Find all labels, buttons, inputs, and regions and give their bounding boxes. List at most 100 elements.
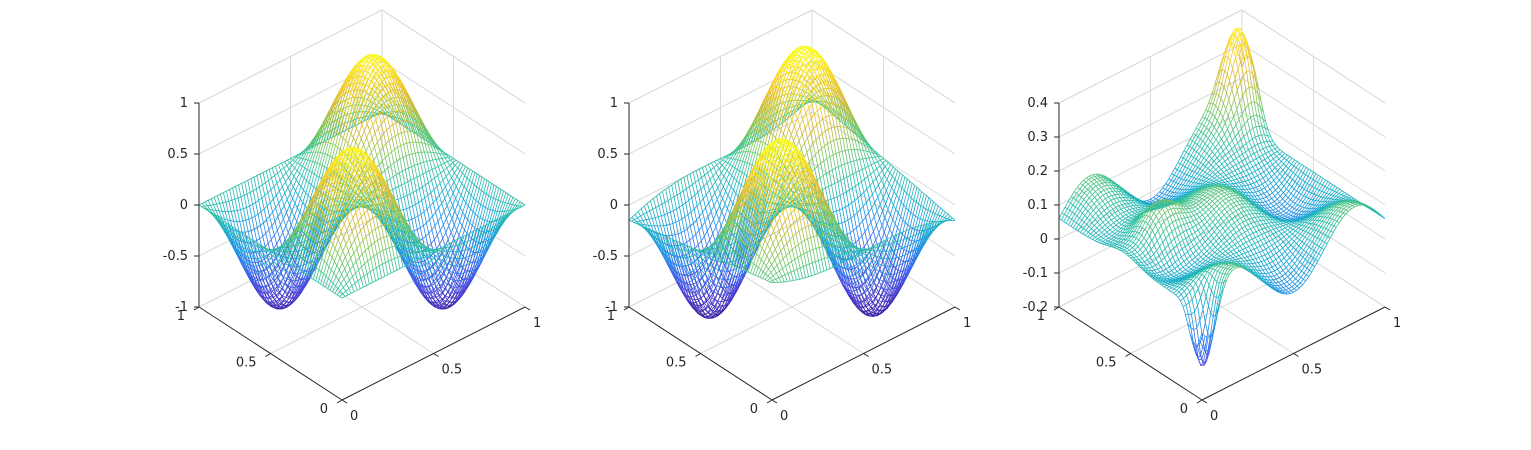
mesh-row [281, 161, 285, 164]
mesh-col [455, 159, 459, 162]
mesh-row [219, 202, 223, 204]
mesh-col [497, 199, 501, 202]
mesh-col [517, 200, 521, 203]
mesh-col [486, 179, 490, 183]
mesh-col [489, 181, 492, 184]
mesh-row [287, 158, 291, 161]
mesh-row [361, 104, 365, 106]
mesh-col [298, 157, 301, 159]
mesh-row [265, 180, 269, 183]
mesh-row [241, 181, 245, 184]
mesh-row [225, 200, 229, 203]
mesh-row [214, 195, 218, 198]
mesh-col [469, 180, 473, 183]
mesh-col [493, 184, 497, 187]
mesh-row [201, 201, 206, 204]
mesh-col [457, 167, 461, 171]
mesh-row [232, 186, 236, 189]
mesh-row [280, 167, 284, 171]
mesh-row [204, 200, 209, 203]
mesh-col [303, 152, 307, 154]
mesh-col [505, 192, 509, 195]
mesh-row [256, 186, 260, 190]
mesh-col [471, 182, 475, 186]
mesh-row [247, 178, 252, 181]
mesh-row [448, 156, 452, 158]
mesh-col [300, 157, 304, 160]
mesh-col [465, 165, 469, 169]
mesh-row [249, 190, 254, 193]
mesh-row [262, 170, 267, 173]
mesh-row [228, 199, 233, 202]
mesh-row [229, 187, 233, 190]
mesh-row [222, 201, 226, 204]
mesh-row [207, 198, 212, 201]
mesh-row [207, 204, 211, 207]
mesh-row [290, 156, 294, 159]
mesh-col [500, 189, 504, 192]
mesh-col [464, 175, 468, 179]
mesh-col [331, 131, 334, 133]
mesh-row [277, 170, 281, 174]
mesh-col [481, 176, 485, 180]
mesh-row [245, 231, 249, 233]
mesh-row [268, 167, 273, 170]
mesh-col [483, 192, 487, 195]
mesh-col [450, 156, 454, 159]
grid-line [198, 9, 526, 104]
mesh-row [259, 172, 264, 175]
mesh-row [240, 195, 245, 198]
mesh-row [198, 203, 203, 206]
mesh-col [342, 100, 346, 102]
mesh-row [259, 184, 263, 188]
mesh-row [238, 182, 242, 186]
mesh-row [246, 192, 251, 195]
mesh-col [318, 141, 322, 144]
mesh-row [244, 179, 248, 183]
mesh-row [253, 175, 258, 178]
mesh-row [252, 188, 257, 191]
mesh-col [519, 201, 523, 204]
mesh-col [502, 201, 506, 204]
mesh-col [474, 172, 478, 175]
mesh-col [495, 198, 499, 201]
mesh-row [211, 196, 215, 200]
mesh-col [508, 193, 511, 197]
mesh-row [262, 182, 266, 186]
mesh-row [216, 203, 220, 205]
mesh-row [235, 184, 239, 187]
mesh-row [433, 152, 437, 154]
mesh-row [226, 189, 230, 192]
mesh-row [284, 159, 288, 162]
mesh-row [237, 196, 242, 199]
mesh-col [515, 198, 519, 201]
mesh-row [344, 121, 348, 124]
mesh-row [292, 157, 297, 161]
mesh-col [460, 162, 464, 166]
mesh-row [250, 176, 255, 180]
mesh-row [210, 204, 214, 206]
mesh-surface [198, 54, 526, 310]
mesh-col [493, 197, 496, 200]
mesh-col [481, 190, 485, 193]
mesh-row [394, 100, 398, 102]
mesh-row [271, 175, 275, 179]
mesh-col [505, 202, 508, 204]
mesh-row [278, 162, 282, 166]
mesh-row [286, 162, 291, 166]
mesh-row [418, 141, 423, 144]
mesh-row [217, 193, 221, 197]
mesh-col [498, 187, 502, 190]
mesh-row [438, 157, 443, 160]
mesh-row [410, 131, 414, 133]
mesh-col [503, 190, 507, 193]
mesh-col [453, 158, 457, 161]
mesh-col [474, 184, 477, 188]
mesh-row [256, 173, 261, 176]
mesh-row [255, 261, 259, 263]
mesh-col [484, 178, 488, 181]
mesh-row [268, 177, 272, 181]
mesh-col [479, 175, 483, 178]
mesh-col [522, 203, 526, 206]
